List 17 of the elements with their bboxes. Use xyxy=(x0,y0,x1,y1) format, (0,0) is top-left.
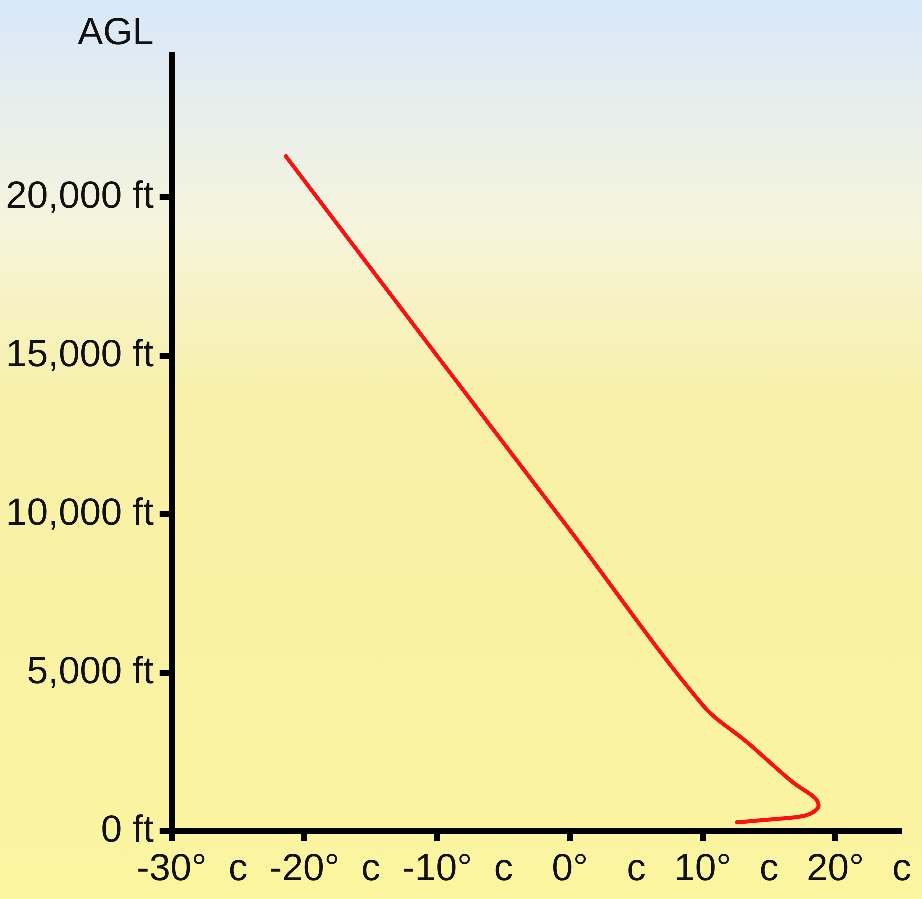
x-tick-label: c xyxy=(627,848,646,890)
x-tick-label: -10° xyxy=(402,848,472,890)
x-tick-label: c xyxy=(362,848,381,890)
x-tick-label: c xyxy=(892,848,912,890)
y-tick-label: 20,000 ft xyxy=(6,175,154,218)
y-tick-label: 10,000 ft xyxy=(6,492,154,534)
y-axis-title: AGL xyxy=(78,11,154,54)
x-tick-label: 0° xyxy=(552,848,588,890)
y-tick-label: 15,000 ft xyxy=(6,334,154,376)
x-tick-label: 20° xyxy=(806,848,864,890)
x-tick-label: c xyxy=(760,848,779,890)
line-series xyxy=(284,154,821,825)
x-tick-label: 10° xyxy=(674,848,732,890)
x-tick-label: -20° xyxy=(270,848,340,890)
x-tick-label: c xyxy=(494,848,514,890)
x-tick-label: c xyxy=(228,848,248,890)
y-tick-label: 5,000 ft xyxy=(27,650,154,692)
